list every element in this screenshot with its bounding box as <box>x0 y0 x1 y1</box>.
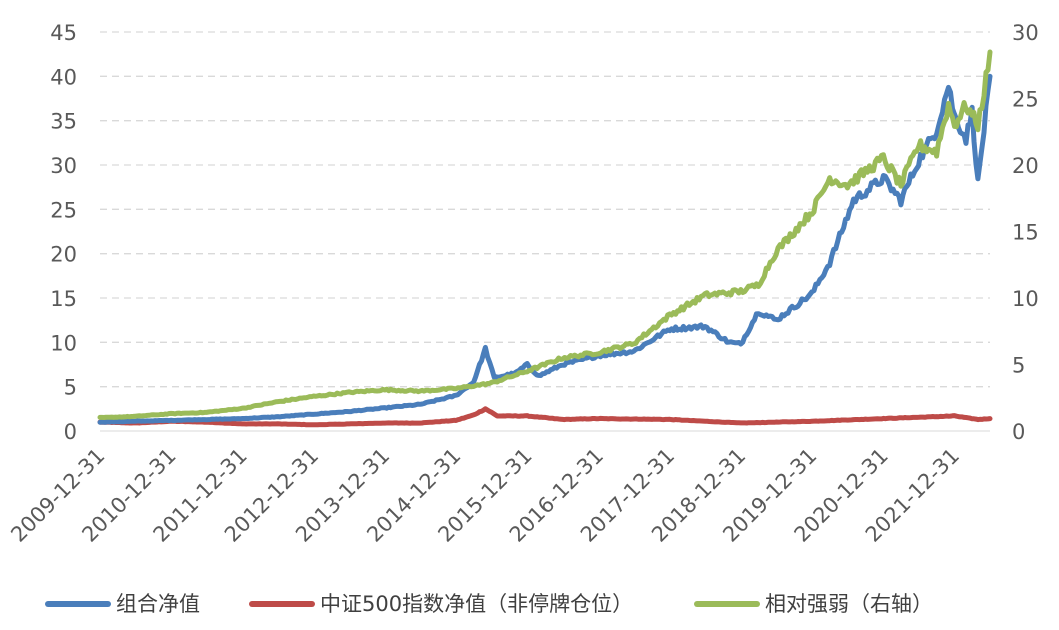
series-line-2 <box>97 49 993 420</box>
series-line-1 <box>97 406 993 428</box>
y-left-tick-label: 0 <box>64 420 77 444</box>
legend-label-2: 相对强弱（右轴） <box>765 592 933 616</box>
y-left-tick-label: 25 <box>50 198 77 222</box>
y-right-tick-label: 5 <box>1012 354 1025 378</box>
y-right-tick-label: 20 <box>1012 154 1039 178</box>
y-left-tick-label: 20 <box>50 243 77 267</box>
y-left-tick-label: 35 <box>50 110 77 134</box>
y-left-tick-label: 45 <box>50 21 77 45</box>
series-line-0 <box>97 73 993 425</box>
y-right-tick-label: 15 <box>1012 221 1039 245</box>
y-left-tick-label: 5 <box>64 376 77 400</box>
left-axis-ticks: 0 5 10 15 20 25 30 35 40 45 <box>50 21 77 444</box>
y-right-tick-label: 30 <box>1012 21 1039 45</box>
y-right-tick-label: 10 <box>1012 287 1039 311</box>
y-left-tick-label: 10 <box>50 331 77 355</box>
y-left-tick-label: 40 <box>50 65 77 89</box>
right-axis-ticks: 0 5 10 15 20 25 30 <box>1012 21 1039 444</box>
x-axis-ticks: 2009-12-312010-12-312011-12-312012-12-31… <box>6 444 964 547</box>
y-right-tick-label: 25 <box>1012 88 1039 112</box>
legend: 组合净值 中证500指数净值（非停牌仓位） 相对强弱（右轴） <box>45 592 933 616</box>
y-left-tick-label: 30 <box>50 154 77 178</box>
gridlines <box>100 31 990 388</box>
legend-label-0: 组合净值 <box>116 592 200 616</box>
legend-label-1: 中证500指数净值（非停牌仓位） <box>320 592 633 616</box>
series-lines <box>97 49 993 428</box>
y-left-tick-label: 15 <box>50 287 77 311</box>
y-right-tick-label: 0 <box>1012 420 1025 444</box>
